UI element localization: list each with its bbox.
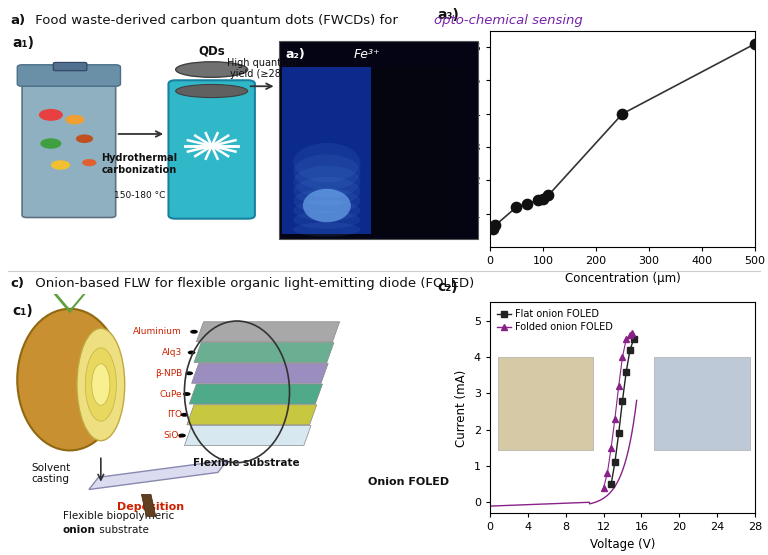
Polygon shape	[141, 495, 156, 516]
Y-axis label: Current (mA): Current (mA)	[455, 369, 468, 447]
Polygon shape	[194, 342, 334, 362]
Circle shape	[65, 115, 84, 124]
Ellipse shape	[293, 211, 360, 229]
Text: a₃): a₃)	[437, 8, 458, 22]
Circle shape	[190, 330, 198, 334]
Point	[489, 221, 502, 230]
Text: Flexible substrate: Flexible substrate	[194, 458, 300, 468]
Text: Alq3: Alq3	[162, 348, 182, 357]
Text: c): c)	[10, 278, 24, 290]
Ellipse shape	[176, 84, 247, 98]
FancyBboxPatch shape	[53, 62, 87, 70]
FancyBboxPatch shape	[22, 74, 116, 218]
Point	[749, 39, 761, 48]
FancyBboxPatch shape	[654, 357, 750, 450]
Polygon shape	[191, 364, 328, 384]
Bar	[283, 67, 371, 234]
Ellipse shape	[293, 200, 360, 221]
Text: onion: onion	[63, 524, 95, 534]
Point	[531, 196, 544, 205]
FancyBboxPatch shape	[498, 357, 594, 450]
Polygon shape	[89, 460, 227, 490]
Ellipse shape	[293, 177, 360, 205]
Text: a₂): a₂)	[285, 48, 305, 61]
Text: β-NPB: β-NPB	[155, 369, 182, 378]
FancyBboxPatch shape	[279, 41, 478, 239]
Ellipse shape	[293, 165, 360, 198]
Y-axis label: (I₀ - I)/I₀: (I₀ - I)/I₀	[445, 117, 458, 161]
FancyBboxPatch shape	[168, 80, 255, 219]
Circle shape	[187, 351, 195, 355]
Text: Onion FOLED: Onion FOLED	[369, 477, 449, 487]
Point	[521, 199, 533, 208]
Legend: Flat onion FOLED, Folded onion FOLED: Flat onion FOLED, Folded onion FOLED	[495, 307, 615, 334]
Text: Fe³⁺: Fe³⁺	[353, 48, 380, 61]
Text: SiO₂: SiO₂	[163, 431, 182, 440]
Polygon shape	[184, 426, 311, 446]
Polygon shape	[197, 322, 339, 342]
Circle shape	[180, 413, 188, 417]
Text: substrate: substrate	[96, 524, 149, 534]
X-axis label: Concentration (μm): Concentration (μm)	[564, 271, 680, 285]
Text: CuPe: CuPe	[160, 390, 182, 398]
X-axis label: Voltage (V): Voltage (V)	[590, 538, 655, 551]
Point	[486, 224, 498, 233]
Circle shape	[51, 160, 70, 170]
Ellipse shape	[17, 309, 122, 451]
Text: ITO: ITO	[167, 410, 182, 419]
Point	[542, 191, 554, 200]
Text: Solvent
casting: Solvent casting	[31, 463, 71, 485]
Text: c₂): c₂)	[437, 280, 458, 294]
Polygon shape	[189, 384, 323, 404]
Text: c₁): c₁)	[12, 304, 33, 318]
Bar	[373, 67, 462, 234]
Text: Onion-based FLW for flexible organic light-emitting diode (FOLED): Onion-based FLW for flexible organic lig…	[31, 278, 474, 290]
Ellipse shape	[293, 223, 360, 236]
Circle shape	[39, 109, 63, 121]
Ellipse shape	[293, 143, 360, 182]
Ellipse shape	[293, 188, 360, 213]
Point	[537, 194, 549, 203]
Circle shape	[40, 138, 61, 149]
Point	[510, 203, 522, 211]
Ellipse shape	[91, 364, 110, 405]
Circle shape	[185, 371, 193, 375]
Ellipse shape	[77, 329, 124, 441]
Ellipse shape	[303, 189, 351, 223]
Circle shape	[183, 392, 190, 396]
Text: Flexible biopolymeric: Flexible biopolymeric	[63, 511, 174, 521]
Text: a): a)	[10, 14, 25, 27]
Ellipse shape	[85, 348, 117, 421]
Text: High quantum
yield (≥28%): High quantum yield (≥28%)	[227, 58, 297, 79]
Text: QDs: QDs	[198, 44, 225, 58]
Text: 150-180 °C: 150-180 °C	[114, 191, 165, 200]
Circle shape	[82, 159, 97, 166]
Ellipse shape	[176, 62, 247, 77]
Text: Hydrothermal
carbonization: Hydrothermal carbonization	[101, 153, 177, 175]
Ellipse shape	[293, 154, 360, 190]
Text: Food waste-derived carbon quantum dots (FWCDs) for: Food waste-derived carbon quantum dots (…	[31, 14, 402, 27]
Point	[616, 109, 628, 118]
Circle shape	[76, 134, 93, 143]
Text: Aluminium: Aluminium	[134, 327, 182, 336]
Text: opto-chemical sensing: opto-chemical sensing	[434, 14, 583, 27]
FancyBboxPatch shape	[17, 65, 121, 86]
Text: a₁): a₁)	[12, 36, 35, 50]
Circle shape	[178, 433, 186, 437]
Polygon shape	[187, 405, 316, 425]
Text: Deposition: Deposition	[118, 502, 184, 512]
